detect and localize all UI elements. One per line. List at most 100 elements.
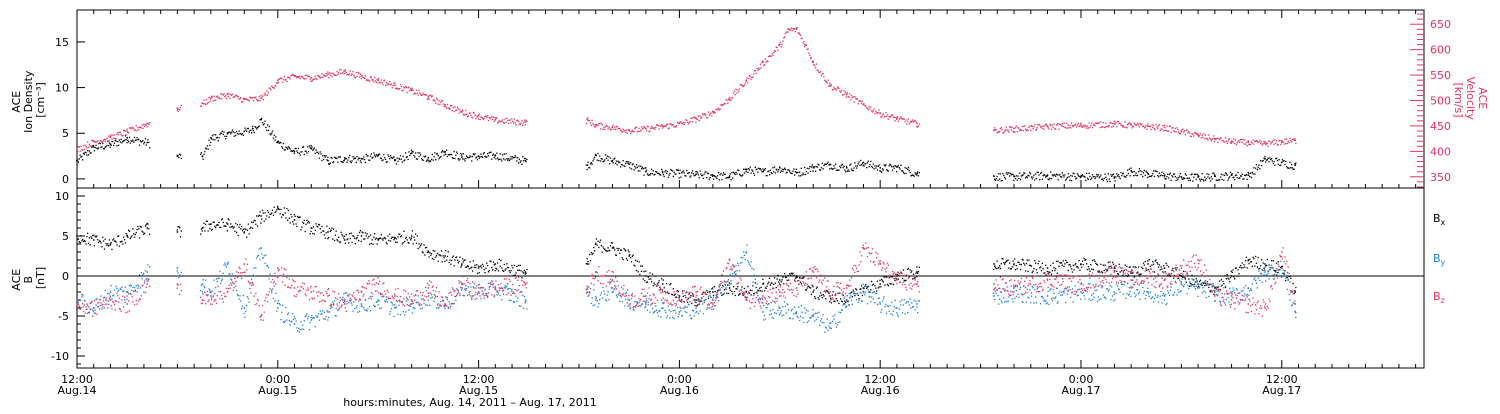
bx-point bbox=[500, 266, 501, 267]
velocity-point bbox=[281, 78, 282, 79]
velocity-point bbox=[1002, 129, 1003, 130]
velocity-point-point bbox=[846, 94, 848, 96]
by-point bbox=[915, 309, 916, 310]
bx-point bbox=[1037, 272, 1038, 273]
by-point bbox=[116, 286, 117, 287]
velocity-point bbox=[98, 143, 99, 144]
velocity-point bbox=[1147, 123, 1148, 124]
velocity-point bbox=[338, 72, 339, 73]
bx-point bbox=[884, 285, 885, 286]
velocity-point bbox=[1070, 127, 1071, 128]
by-point bbox=[444, 308, 445, 309]
ion-density-point bbox=[1100, 174, 1101, 175]
velocity-point bbox=[490, 118, 491, 119]
velocity-point bbox=[1159, 124, 1160, 125]
velocity-point bbox=[1145, 125, 1146, 126]
bx-point bbox=[793, 275, 794, 276]
velocity-point bbox=[1029, 125, 1030, 126]
ion-density-point bbox=[300, 154, 301, 155]
ion-density-point bbox=[1237, 177, 1238, 178]
by-point bbox=[269, 278, 270, 279]
ion-density-point bbox=[215, 134, 216, 135]
bx-point bbox=[1247, 267, 1248, 268]
velocity-point bbox=[909, 123, 910, 124]
bx-point bbox=[510, 270, 511, 271]
bx-point bbox=[460, 267, 461, 268]
velocity-point bbox=[1089, 127, 1090, 128]
ion-density-point bbox=[1025, 177, 1026, 178]
by-point bbox=[883, 298, 884, 299]
by-point bbox=[1027, 289, 1028, 290]
by-point bbox=[679, 307, 680, 308]
by-point bbox=[843, 298, 844, 299]
by-point bbox=[410, 306, 411, 307]
ion-density-point-point bbox=[227, 132, 229, 134]
velocity-point bbox=[654, 129, 655, 130]
bx-point-point bbox=[645, 275, 647, 277]
velocity-point bbox=[384, 80, 385, 81]
velocity-point bbox=[388, 84, 389, 85]
by-point bbox=[225, 265, 226, 266]
bx-point bbox=[489, 270, 490, 271]
ion-density-point bbox=[417, 159, 418, 160]
ion-density-point bbox=[351, 162, 352, 163]
by-point bbox=[701, 301, 702, 302]
ion-density-point bbox=[493, 154, 494, 155]
ion-density-point bbox=[1253, 173, 1254, 174]
bx-point bbox=[510, 272, 511, 273]
velocity-point bbox=[435, 103, 436, 104]
ion-density-point bbox=[298, 148, 299, 149]
bx-point bbox=[337, 240, 338, 241]
bx-point bbox=[434, 251, 435, 252]
by-point bbox=[1020, 287, 1021, 288]
velocity-point bbox=[1234, 143, 1235, 144]
ion-density-point bbox=[1145, 175, 1146, 176]
velocity-point-point bbox=[110, 136, 112, 138]
by-point bbox=[1011, 285, 1012, 286]
velocity-point bbox=[912, 119, 913, 120]
ion-density-point bbox=[902, 170, 903, 171]
velocity-point bbox=[1022, 126, 1023, 127]
bx-point bbox=[724, 289, 725, 290]
bx-point bbox=[247, 230, 248, 231]
velocity-point bbox=[660, 125, 661, 126]
velocity-point bbox=[447, 104, 448, 105]
bx-point bbox=[832, 294, 833, 295]
ion-density-point bbox=[845, 171, 846, 172]
by-point bbox=[716, 292, 717, 293]
bx-point bbox=[351, 242, 352, 243]
bx-point-point bbox=[428, 251, 430, 253]
by-point bbox=[884, 306, 885, 307]
by-point bbox=[696, 311, 697, 312]
velocity-point bbox=[107, 140, 108, 141]
velocity-point bbox=[373, 81, 374, 82]
top-left-tick-label: 5 bbox=[62, 127, 69, 140]
ion-density-point bbox=[856, 167, 857, 168]
top-panel-frame bbox=[77, 10, 1424, 188]
by-point bbox=[120, 288, 121, 289]
bx-point bbox=[1199, 281, 1200, 282]
by-point bbox=[644, 307, 645, 308]
by-point bbox=[405, 311, 406, 312]
bx-point bbox=[1196, 278, 1197, 279]
velocity-point bbox=[800, 35, 801, 36]
velocity-point bbox=[829, 82, 830, 83]
ion-density-point bbox=[459, 158, 460, 159]
bx-point bbox=[433, 250, 434, 251]
by-point bbox=[904, 313, 905, 314]
by-point bbox=[705, 299, 706, 300]
by-point bbox=[623, 293, 624, 294]
velocity-point bbox=[735, 89, 736, 90]
by-point bbox=[770, 310, 771, 311]
bx-point bbox=[828, 293, 829, 294]
by-point bbox=[315, 326, 316, 327]
bx-point bbox=[1051, 274, 1052, 275]
by-point bbox=[749, 264, 750, 265]
by-point bbox=[330, 308, 331, 309]
ion-density-point bbox=[661, 169, 662, 170]
velocity-point bbox=[285, 79, 286, 80]
by-point bbox=[250, 292, 251, 293]
by-point bbox=[745, 259, 746, 260]
bx-point bbox=[225, 226, 226, 227]
velocity-point bbox=[737, 89, 738, 90]
